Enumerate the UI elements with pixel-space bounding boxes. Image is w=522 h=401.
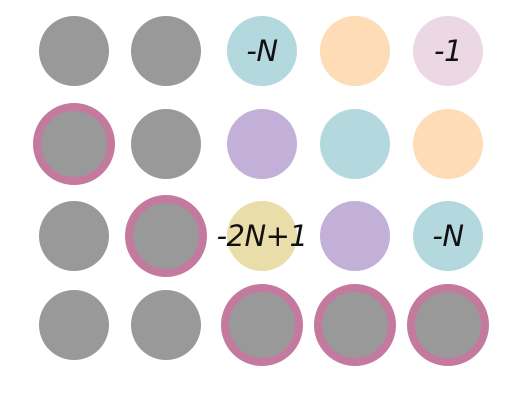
circle-r1-c2 bbox=[131, 16, 201, 86]
circle-r3-c1 bbox=[39, 201, 109, 271]
circle-r2-c3 bbox=[227, 109, 297, 179]
circle-r1-c5: -1 bbox=[413, 16, 483, 86]
circle-r4-c3 bbox=[221, 284, 303, 366]
circle-r1-c1 bbox=[39, 16, 109, 86]
circle-r1-c4 bbox=[320, 16, 390, 86]
circle-r2-c5 bbox=[413, 109, 483, 179]
circle-r4-c2 bbox=[131, 290, 201, 360]
circle-r3-c2 bbox=[125, 195, 207, 277]
circle-r2-c4 bbox=[320, 109, 390, 179]
circle-r4-c4 bbox=[314, 284, 396, 366]
circle-r2-c2 bbox=[131, 109, 201, 179]
circle-r3-c3: -2N+1 bbox=[227, 201, 297, 271]
circle-label: -N bbox=[246, 34, 277, 68]
circle-label: -1 bbox=[434, 34, 462, 68]
circle-r2-c1 bbox=[33, 103, 115, 185]
circle-r3-c5: -N bbox=[413, 201, 483, 271]
circle-label: -2N+1 bbox=[217, 219, 308, 253]
circle-r3-c4 bbox=[320, 201, 390, 271]
circle-r4-c5 bbox=[407, 284, 489, 366]
circle-r1-c3: -N bbox=[227, 16, 297, 86]
circle-r4-c1 bbox=[39, 290, 109, 360]
circle-label: -N bbox=[432, 219, 463, 253]
